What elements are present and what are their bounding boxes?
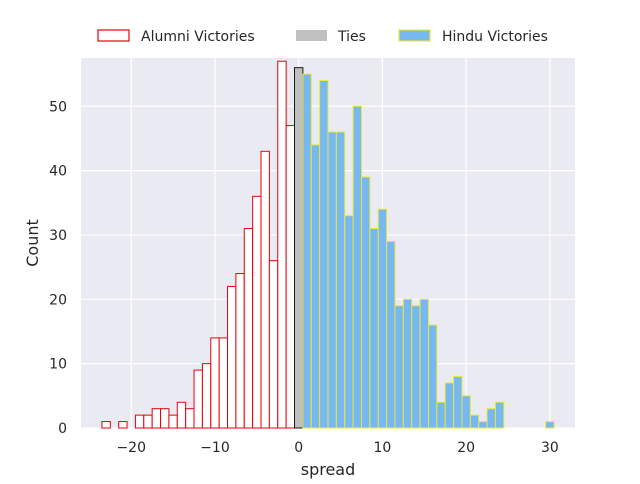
bar-alumni-victories [118,421,128,429]
bar-alumni-victories [193,369,203,429]
legend: Alumni Victories Ties Hindu Victories [97,29,548,45]
bar-alumni-victories [201,363,212,429]
y-tick-label: 20 [49,292,67,308]
bar-hindu-victories [436,401,446,429]
bar-hindu-victories [427,324,438,429]
bar-hindu-victories [461,395,471,429]
bar-alumni-victories [268,260,279,429]
bar-alumni-victories [210,337,220,429]
bar-alumni-victories [176,401,187,429]
x-tick-label: −10 [200,440,230,456]
bar-hindu-victories [545,421,555,429]
y-tick-label: 40 [49,164,67,180]
legend-swatch-hindu-victories [398,29,431,42]
bar-hindu-victories [327,131,337,429]
bar-alumni-victories [168,414,178,429]
bar-hindu-victories [335,131,346,429]
y-tick-label: 10 [49,357,67,373]
bar-alumni-victories [285,125,296,429]
bar-hindu-victories [369,228,379,429]
bar-hindu-victories [478,421,488,429]
y-tick-labels: 0 10 20 30 40 50 [49,99,67,437]
legend-label-alumni-victories: Alumni Victories [141,29,255,45]
x-tick-label: 30 [541,440,559,456]
x-tick-label: 10 [374,440,392,456]
bar-alumni-victories [277,60,287,429]
bar-alumni-victories [243,228,254,429]
bar-hindu-victories [377,208,388,429]
bar-hindu-victories [402,298,413,429]
bar-alumni-victories [235,273,245,429]
bar-hindu-victories [411,305,421,429]
bar-hindu-victories [352,105,362,429]
y-tick-label: 30 [49,228,67,244]
legend-label-hindu-victories: Hindu Victories [442,29,548,45]
legend-swatch-alumni-victories [97,29,130,42]
y-tick-label: 0 [58,421,67,437]
bar-hindu-victories [486,408,496,429]
bar-hindu-victories [453,376,463,429]
x-tick-labels: −20 −10 0 10 20 30 [116,440,558,456]
bar-alumni-victories [227,285,237,429]
bar-alumni-victories [260,150,270,429]
bar-hindu-victories [444,382,455,429]
bar-alumni-victories [160,408,170,429]
bar-alumni-victories [151,408,162,429]
y-axis-label: Count [23,219,42,267]
bars [101,60,555,429]
bar-alumni-victories [252,195,262,429]
bar-hindu-victories [319,80,329,429]
bar-alumni-victories [218,337,229,429]
bar-alumni-victories [185,408,195,429]
bar-hindu-victories [394,305,404,429]
bar-hindu-victories [494,401,505,429]
bar-alumni-victories [134,414,145,429]
bar-hindu-victories [419,298,429,429]
bar-hindu-victories [386,240,396,429]
bar-alumni-victories [101,421,111,429]
x-tick-label: −20 [116,440,146,456]
bar-hindu-victories [469,414,480,429]
bar-alumni-victories [143,414,153,429]
x-tick-label: 0 [294,440,303,456]
bar-hindu-victories [302,73,312,429]
x-axis-label: spread [301,460,356,479]
bar-hindu-victories [310,144,321,429]
legend-label-ties: Ties [337,29,366,45]
legend-swatch-ties [296,30,327,41]
bar-hindu-victories [344,215,354,429]
y-tick-label: 50 [49,99,67,115]
x-tick-label: 20 [457,440,475,456]
bar-hindu-victories [360,176,371,429]
bar-ties [294,67,304,429]
